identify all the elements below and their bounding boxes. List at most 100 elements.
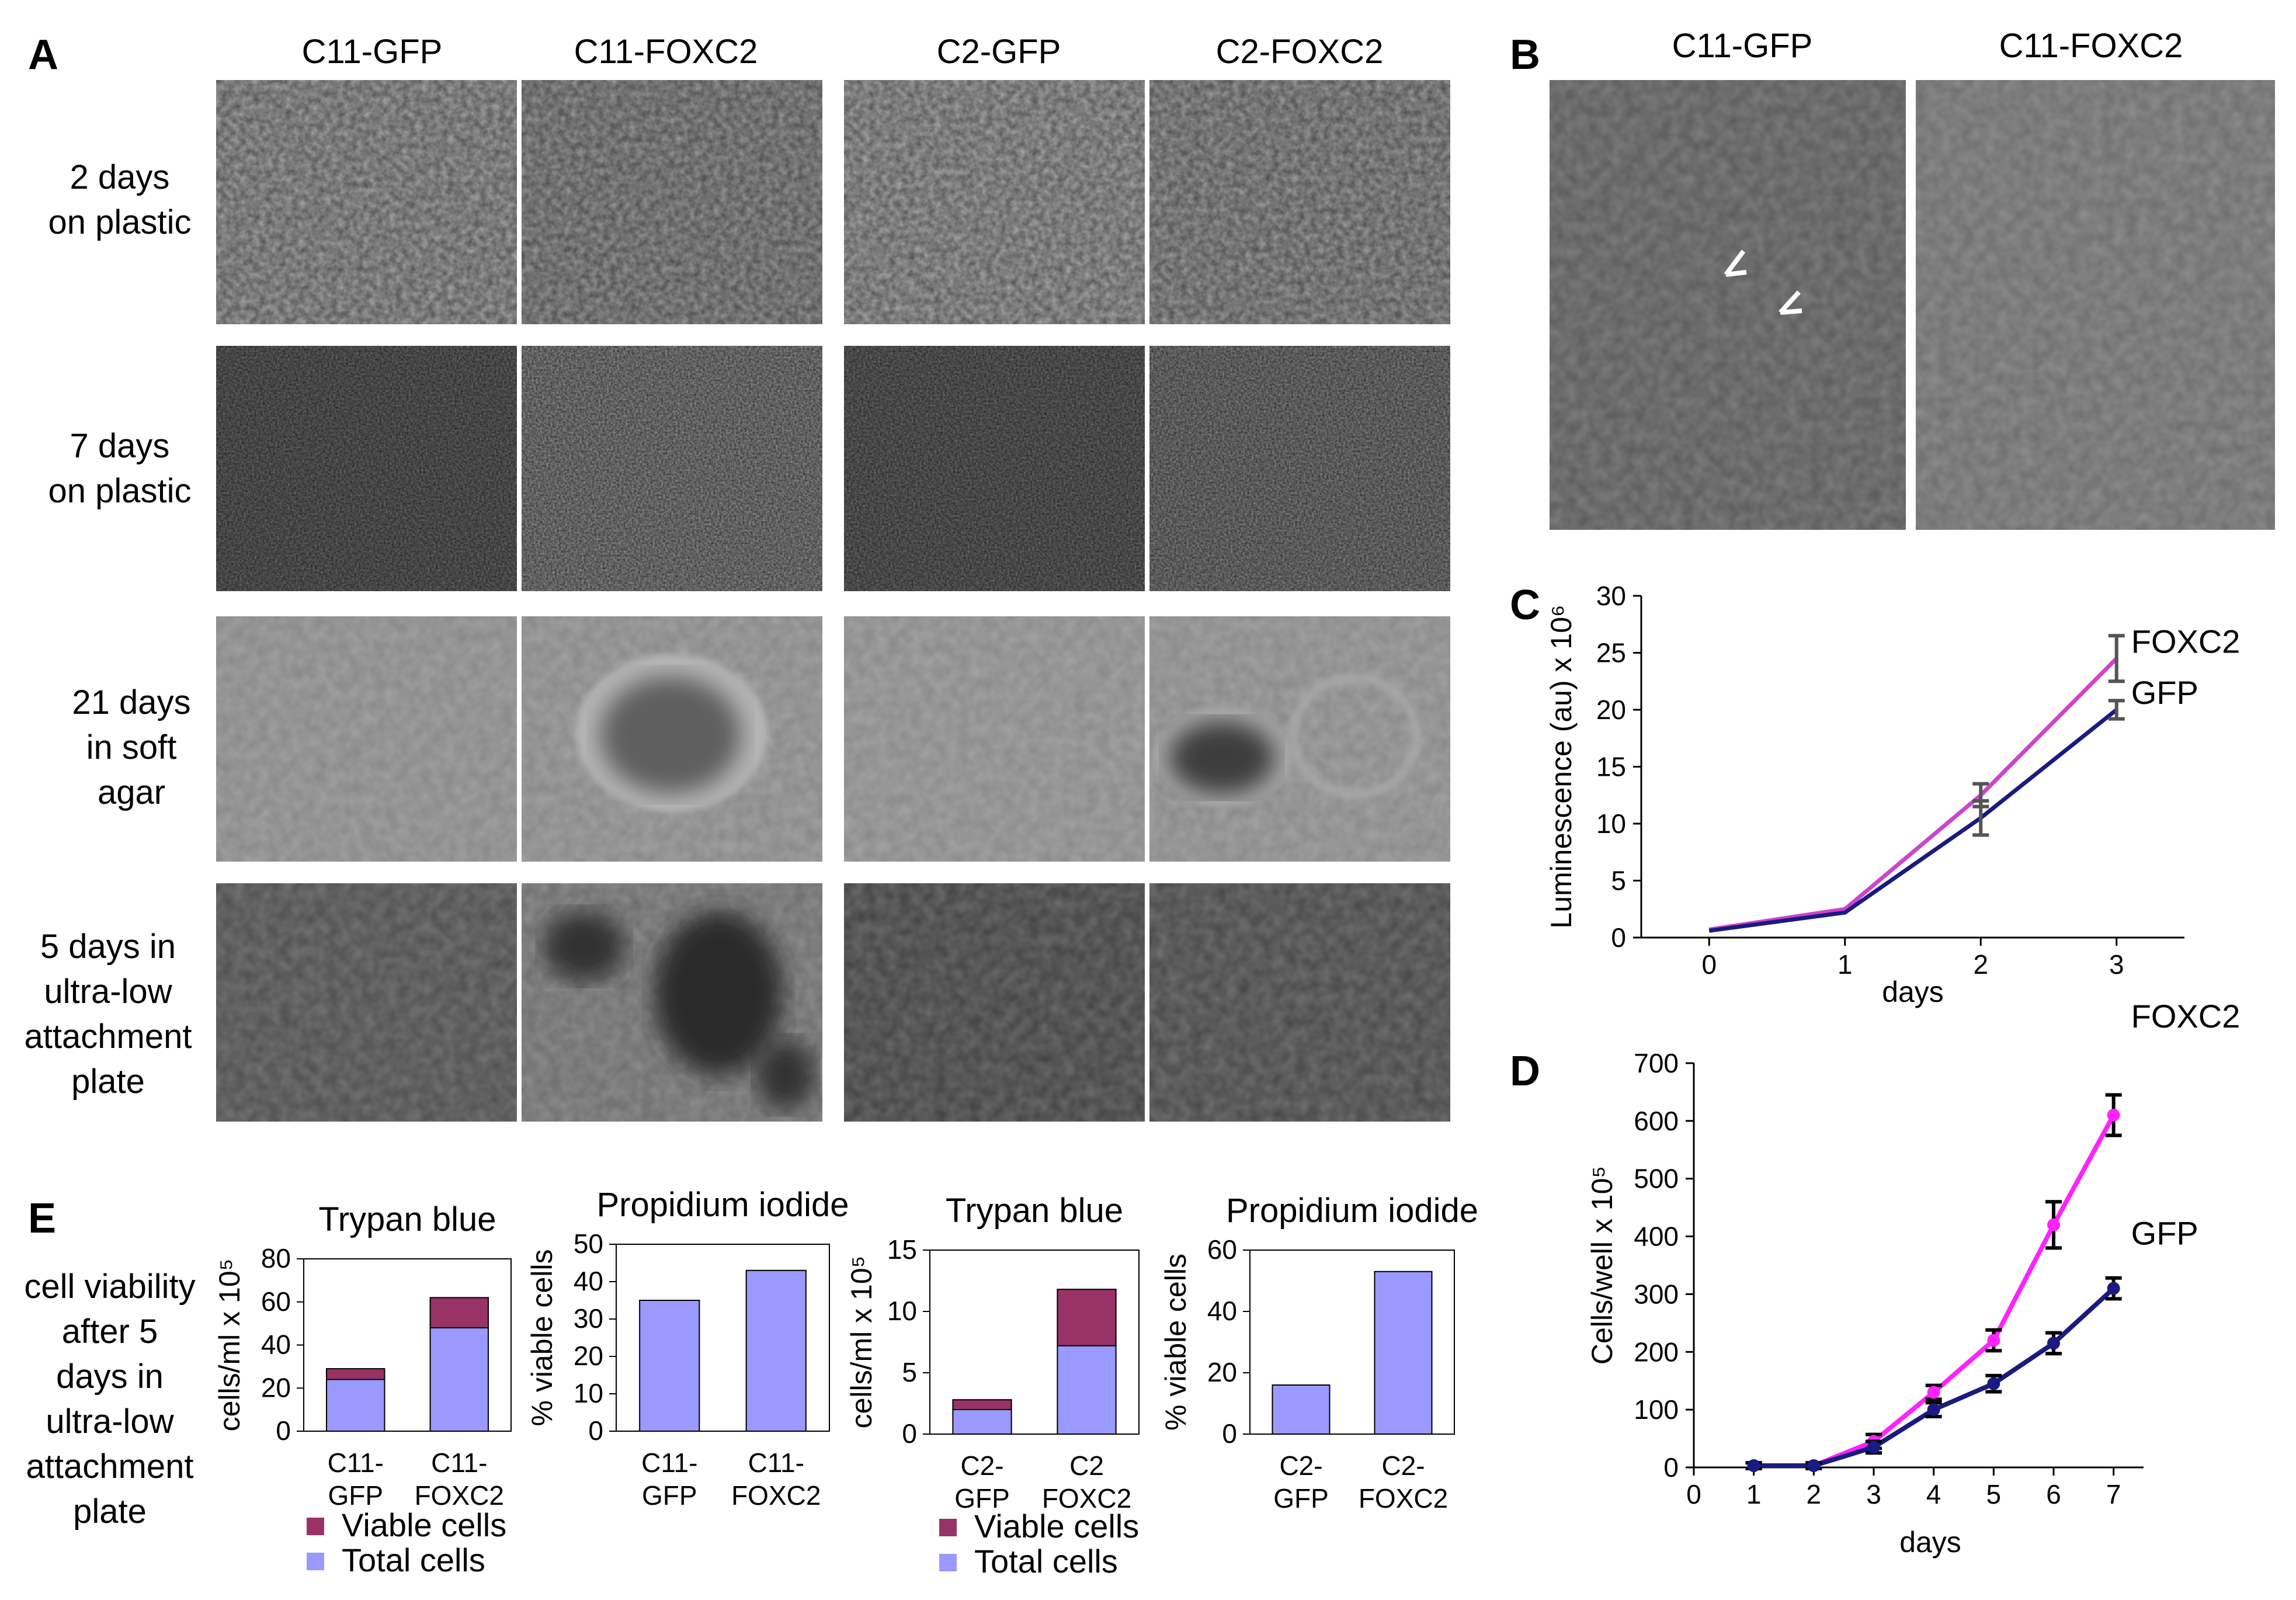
y-tick-label: 20: [1207, 1357, 1237, 1387]
panelA-row-label-4: 5 days in ultra-low attachment plate: [25, 928, 192, 1101]
bar-total: [429, 1327, 489, 1432]
y-axis-label: cells/ml x 10⁵: [845, 1256, 878, 1429]
panelE-row-label: cell viability after 5 days in ultra-low…: [24, 1268, 195, 1530]
micrograph-c11-gfp-5d: [216, 883, 517, 1122]
row-label-line: ultra-low: [46, 1403, 174, 1441]
series-line-gfp: [1708, 708, 2118, 933]
micrograph-c2-gfp-7d: [844, 346, 1145, 591]
row-label-line: days in: [56, 1358, 164, 1396]
row-label-line: 2 days: [70, 158, 170, 196]
x-tick-label: FOXC2: [1042, 1483, 1131, 1514]
panelB-col-c11-gfp: C11-GFP: [1672, 27, 1813, 65]
data-point: [2047, 1337, 2060, 1350]
plot-frame: [929, 1250, 1140, 1435]
bar-viable: [1057, 1289, 1117, 1346]
bar: [639, 1300, 700, 1432]
y-tick-label: 25: [1596, 638, 1626, 668]
row-label-line: cell viability: [24, 1268, 195, 1306]
y-tick-label: 0: [1222, 1418, 1237, 1449]
y-tick-label: 40: [574, 1266, 603, 1296]
row-label-line: 5 days in: [40, 928, 176, 966]
row-label-line: attachment: [26, 1448, 194, 1486]
x-tick-label: C2-: [1381, 1450, 1425, 1481]
arrow-icon: [1779, 290, 1802, 315]
row-label-line: after 5: [62, 1313, 158, 1351]
chart-title: Trypan blue: [318, 1200, 496, 1238]
x-tick-label: 3: [2109, 949, 2124, 980]
x-tick-label: C2-: [960, 1450, 1003, 1481]
panel-letter-e: E: [28, 1195, 56, 1242]
x-tick-label: GFP: [642, 1480, 697, 1511]
chart-title: Propidium iodide: [1226, 1192, 1478, 1230]
series-line-foxc2: [1708, 657, 2118, 932]
bar-viable: [429, 1297, 489, 1328]
x-tick-label: 0: [1701, 949, 1717, 980]
row-label-line: 7 days: [70, 427, 170, 465]
chart-title: Trypan blue: [946, 1192, 1123, 1230]
panelA-col-c2-foxc2: C2-FOXC2: [1216, 33, 1384, 71]
panel-letter-c: C: [1510, 582, 1540, 629]
row-label-line: agar: [98, 773, 165, 811]
legend-swatch-viable: [307, 1518, 324, 1535]
y-tick-label: 0: [276, 1415, 291, 1446]
x-tick-label: 1: [1746, 1479, 1762, 1509]
micrograph-c11-gfp-2d: [216, 80, 517, 324]
x-tick-label: GFP: [328, 1480, 383, 1511]
legend-swatch-total: [307, 1553, 324, 1570]
data-point: [1747, 1459, 1760, 1473]
x-tick-label: C2: [1069, 1450, 1104, 1481]
bar-total: [1057, 1345, 1117, 1435]
y-tick-label: 300: [1634, 1279, 1679, 1309]
row-label-line: 21 days: [72, 683, 190, 721]
y-tick-label: 15: [1596, 752, 1626, 782]
y-tick-label: 20: [261, 1372, 291, 1403]
x-tick-label: 2: [1973, 949, 1988, 980]
x-tick-label: 5: [1986, 1479, 2002, 1509]
y-tick-label: 100: [1634, 1394, 1679, 1425]
chart-d: 0 100 200 300 400 500 600 700 0 1 2 3 4 5 6 7 days Cells/…: [1586, 998, 2240, 1559]
x-tick-label: C11-: [641, 1448, 697, 1478]
panel-letter-b: B: [1510, 32, 1540, 78]
x-tick-label: C11-: [328, 1448, 384, 1478]
x-tick-label: 1: [1838, 949, 1853, 980]
x-axis-label: days: [1899, 1526, 1961, 1559]
y-tick-label: 200: [1634, 1337, 1679, 1367]
y-tick-label: 30: [1596, 581, 1626, 611]
x-tick-label: 6: [2046, 1479, 2061, 1509]
y-tick-label: 0: [588, 1415, 603, 1446]
y-tick-label: 40: [1207, 1296, 1237, 1326]
micrograph-c11-gfp-7d: [216, 346, 517, 591]
micrograph-c11-foxc2-7d: [522, 346, 822, 591]
micrograph-c11-foxc2-5d: [522, 883, 822, 1122]
y-axis-label: Luminescence (au) x 10⁶: [1545, 605, 1578, 928]
y-tick-label: 700: [1634, 1048, 1679, 1078]
data-point: [1987, 1334, 2000, 1347]
panel-letter-d: D: [1510, 1048, 1540, 1095]
data-point: [2107, 1282, 2120, 1295]
x-tick-label: GFP: [1273, 1483, 1329, 1514]
panelA-col-c11-foxc2: C11-FOXC2: [574, 33, 758, 71]
legend-e-left: Viable cells Total cells: [307, 1507, 506, 1578]
legend-label-total: Total cells: [342, 1542, 485, 1578]
y-tick-label: 10: [574, 1378, 603, 1408]
chart-e3: 0 5 10 15 Trypan blue cells/ml x 10⁵ C2-GFP C2F…: [845, 1192, 1140, 1514]
legend-label-viable: Viable cells: [342, 1507, 506, 1543]
micrograph-c11-foxc2-2d: [522, 80, 822, 324]
chart-e4: 0 20 40 60 Propidium iodide % viable cells C2-…: [1159, 1192, 1478, 1514]
legend-label-total: Total cells: [974, 1543, 1118, 1580]
series-label-gfp: GFP: [2131, 674, 2198, 711]
y-tick-label: 0: [1611, 922, 1626, 953]
y-tick-label: 80: [261, 1243, 291, 1273]
bar: [1272, 1384, 1331, 1435]
x-tick-label: 4: [1926, 1479, 1941, 1509]
micrograph-c2-foxc2-2d: [1149, 80, 1450, 324]
row-label-line: on plastic: [48, 203, 191, 241]
series-label-gfp: GFP: [2131, 1215, 2198, 1252]
micrograph-c11-foxc2-21d: [522, 616, 822, 862]
x-tick-label: C11-: [748, 1448, 804, 1478]
y-tick-label: 10: [887, 1296, 917, 1326]
y-axis-label: Cells/well x 10⁵: [1586, 1166, 1618, 1365]
panelA-row-label-3: 21 days in soft agar: [72, 683, 190, 811]
micrograph-c11-gfp-21d: [216, 616, 517, 862]
